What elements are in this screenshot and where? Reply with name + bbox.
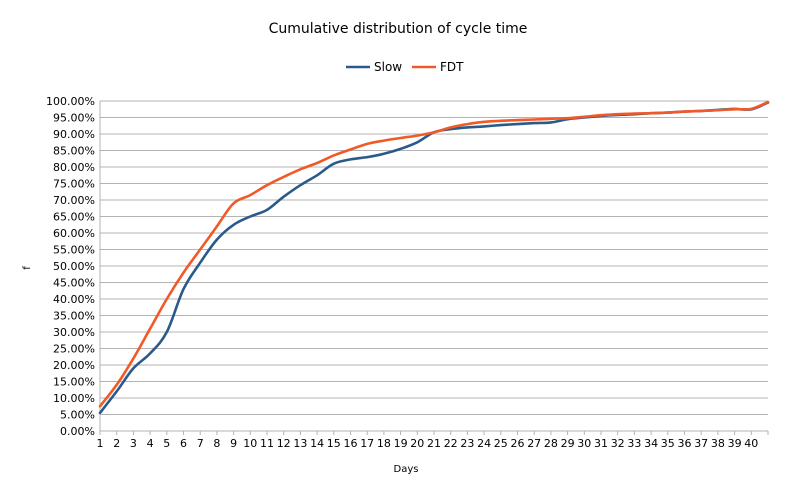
y-tick-label: 95.00%	[53, 112, 95, 125]
x-tick-label: 2	[113, 437, 120, 450]
x-tick-label: 22	[444, 437, 458, 450]
x-tick-label: 33	[627, 437, 641, 450]
x-axis-ticks: 1 2 3 4 5 6 7 8 9 10 11 12 13 14 15 16 17 18 19 20 21 22 23 24 2…	[97, 431, 769, 450]
x-tick-label: 34	[644, 437, 658, 450]
x-tick-label: 36	[678, 437, 692, 450]
x-tick-label: 1	[97, 437, 104, 450]
x-tick-label: 13	[293, 437, 307, 450]
x-tick-label: 15	[327, 437, 341, 450]
x-tick-label: 14	[310, 437, 324, 450]
y-tick-label: 25.00%	[53, 343, 95, 356]
y-tick-label: 50.00%	[53, 260, 95, 273]
y-tick-label: 15.00%	[53, 376, 95, 389]
x-tick-label: 7	[197, 437, 204, 450]
x-tick-label: 20	[410, 437, 424, 450]
y-tick-label: 75.00%	[53, 178, 95, 191]
x-tick-label: 27	[527, 437, 541, 450]
y-tick-label: 90.00%	[53, 128, 95, 141]
x-tick-label: 16	[344, 437, 358, 450]
legend-label-fdt: FDT	[440, 60, 464, 74]
x-tick-label: 4	[147, 437, 154, 450]
x-tick-label: 30	[577, 437, 591, 450]
x-tick-label: 11	[260, 437, 274, 450]
x-tick-label: 24	[477, 437, 491, 450]
x-tick-label: 39	[728, 437, 742, 450]
y-tick-label: 85.00%	[53, 145, 95, 158]
x-tick-label: 21	[427, 437, 441, 450]
gridlines	[100, 100, 768, 432]
y-tick-label: 45.00%	[53, 277, 95, 290]
x-tick-label: 18	[377, 437, 391, 450]
y-tick-label: 70.00%	[53, 194, 95, 207]
y-axis-label: f	[22, 266, 33, 270]
x-tick-label: 8	[213, 437, 220, 450]
x-tick-label: 28	[544, 437, 558, 450]
y-tick-label: 100.00%	[46, 95, 95, 108]
y-tick-label: 55.00%	[53, 244, 95, 257]
chart-title: Cumulative distribution of cycle time	[269, 21, 528, 37]
x-tick-label: 10	[243, 437, 257, 450]
x-tick-label: 23	[460, 437, 474, 450]
y-tick-label: 0.00%	[60, 425, 95, 438]
x-tick-label: 37	[694, 437, 708, 450]
x-tick-label: 12	[277, 437, 291, 450]
y-tick-label: 80.00%	[53, 161, 95, 174]
y-tick-label: 10.00%	[53, 392, 95, 405]
x-tick-label: 9	[230, 437, 237, 450]
y-tick-label: 40.00%	[53, 293, 95, 306]
legend-label-slow: Slow	[374, 60, 402, 74]
y-tick-label: 30.00%	[53, 326, 95, 339]
x-tick-label: 26	[511, 437, 525, 450]
y-tick-label: 65.00%	[53, 211, 95, 224]
x-tick-label: 5	[163, 437, 170, 450]
x-tick-label: 6	[180, 437, 187, 450]
y-tick-label: 35.00%	[53, 310, 95, 323]
x-tick-label: 29	[561, 437, 575, 450]
x-tick-label: 40	[744, 437, 758, 450]
x-tick-label: 38	[711, 437, 725, 450]
x-tick-label: 35	[661, 437, 675, 450]
legend: Slow FDT	[346, 60, 464, 74]
x-axis-label: Days	[394, 464, 419, 475]
x-tick-label: 3	[130, 437, 137, 450]
x-tick-label: 19	[394, 437, 408, 450]
series-line-fdt	[98, 100, 770, 408]
y-tick-label: 20.00%	[53, 359, 95, 372]
y-axis-ticks: 0.00% 5.00% 10.00% 15.00% 20.00% 25.00% 30.00%…	[46, 95, 95, 438]
x-tick-label: 25	[494, 437, 508, 450]
y-tick-label: 60.00%	[53, 227, 95, 240]
y-tick-label: 5.00%	[60, 409, 95, 422]
x-tick-label: 31	[594, 437, 608, 450]
x-tick-label: 32	[611, 437, 625, 450]
x-tick-label: 17	[360, 437, 374, 450]
series-line-slow	[98, 101, 770, 415]
series-lines	[98, 100, 770, 415]
